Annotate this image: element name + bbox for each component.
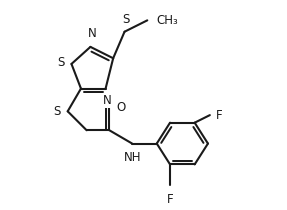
Text: F: F [216,109,222,122]
Text: F: F [167,193,173,206]
Text: N: N [103,94,112,107]
Text: S: S [57,55,65,68]
Text: S: S [122,13,129,26]
Text: S: S [54,105,61,118]
Text: NH: NH [123,151,141,164]
Text: N: N [88,27,97,40]
Text: CH₃: CH₃ [157,14,179,27]
Text: O: O [116,101,125,114]
